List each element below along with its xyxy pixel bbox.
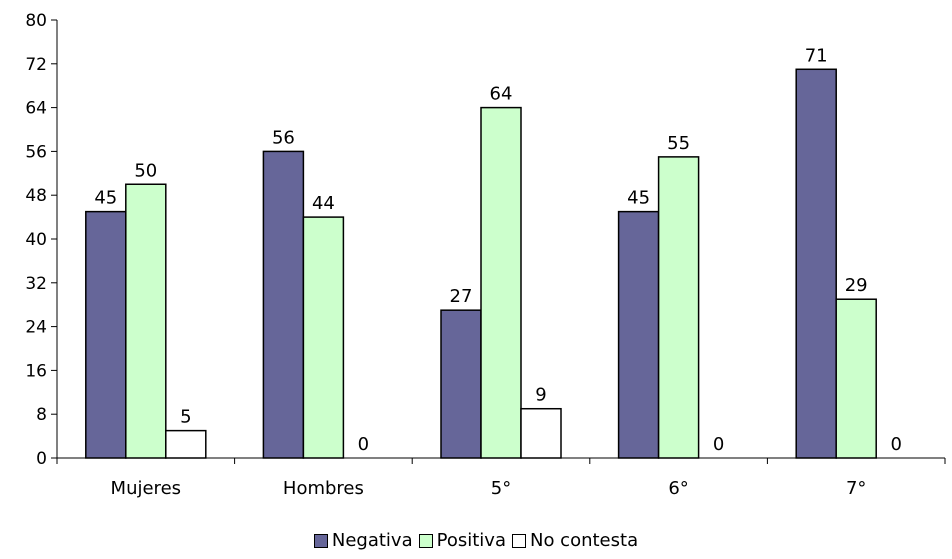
y-tick-label: 40 xyxy=(25,230,47,250)
bar xyxy=(440,309,482,459)
bar xyxy=(165,429,207,459)
legend-swatch-negativa xyxy=(313,534,328,548)
x-tick-label: Hombres xyxy=(283,478,364,499)
legend-item-negativa: Negativa xyxy=(313,530,413,552)
bar xyxy=(262,150,305,459)
legend-item-positiva: Positiva xyxy=(418,530,506,552)
bar xyxy=(520,407,562,459)
y-tick-label: 32 xyxy=(25,274,47,294)
bar xyxy=(125,183,167,459)
bar xyxy=(617,210,660,459)
y-tick-label: 72 xyxy=(25,55,47,75)
legend: Negativa Positiva No contesta xyxy=(0,530,952,552)
legend-swatch-positiva xyxy=(418,534,433,548)
y-tick-label: 56 xyxy=(25,142,47,162)
data-label: 0 xyxy=(890,434,901,455)
bar xyxy=(302,216,345,459)
data-label: 45 xyxy=(627,188,650,209)
bar xyxy=(795,68,837,459)
y-tick-label: 16 xyxy=(25,361,47,381)
y-tick-label: 48 xyxy=(25,186,47,206)
data-label: 27 xyxy=(450,286,473,307)
legend-label-positiva: Positiva xyxy=(436,530,506,551)
data-label: 29 xyxy=(845,275,868,296)
y-tick-label: 24 xyxy=(25,318,47,338)
bar xyxy=(85,210,127,459)
data-label: 9 xyxy=(535,385,546,406)
y-tick-label: 64 xyxy=(25,99,47,119)
data-label: 55 xyxy=(667,133,690,154)
data-label: 64 xyxy=(490,84,513,105)
legend-swatch-no-contesta xyxy=(511,534,526,548)
legend-item-no-contesta: No contesta xyxy=(511,530,639,552)
data-label: 5 xyxy=(180,407,191,428)
x-tick-label: 6° xyxy=(668,478,688,499)
bar xyxy=(835,298,877,459)
x-tick-label: 5° xyxy=(491,478,511,499)
y-tick-label: 80 xyxy=(25,11,47,31)
bar xyxy=(657,156,700,459)
x-tick-label: Mujeres xyxy=(111,478,181,499)
data-label: 45 xyxy=(94,188,117,209)
legend-label-no-contesta: No contesta xyxy=(529,530,639,551)
data-label: 44 xyxy=(312,193,335,214)
y-tick-label: 0 xyxy=(36,449,47,469)
data-label: 0 xyxy=(713,434,724,455)
data-label: 50 xyxy=(134,160,157,181)
data-label: 56 xyxy=(272,127,295,148)
x-tick-label: 7° xyxy=(846,478,866,499)
y-tick-label: 8 xyxy=(36,405,47,425)
bar xyxy=(480,106,522,459)
data-label: 0 xyxy=(358,434,369,455)
legend-label-negativa: Negativa xyxy=(331,530,413,551)
data-label: 71 xyxy=(805,45,828,66)
